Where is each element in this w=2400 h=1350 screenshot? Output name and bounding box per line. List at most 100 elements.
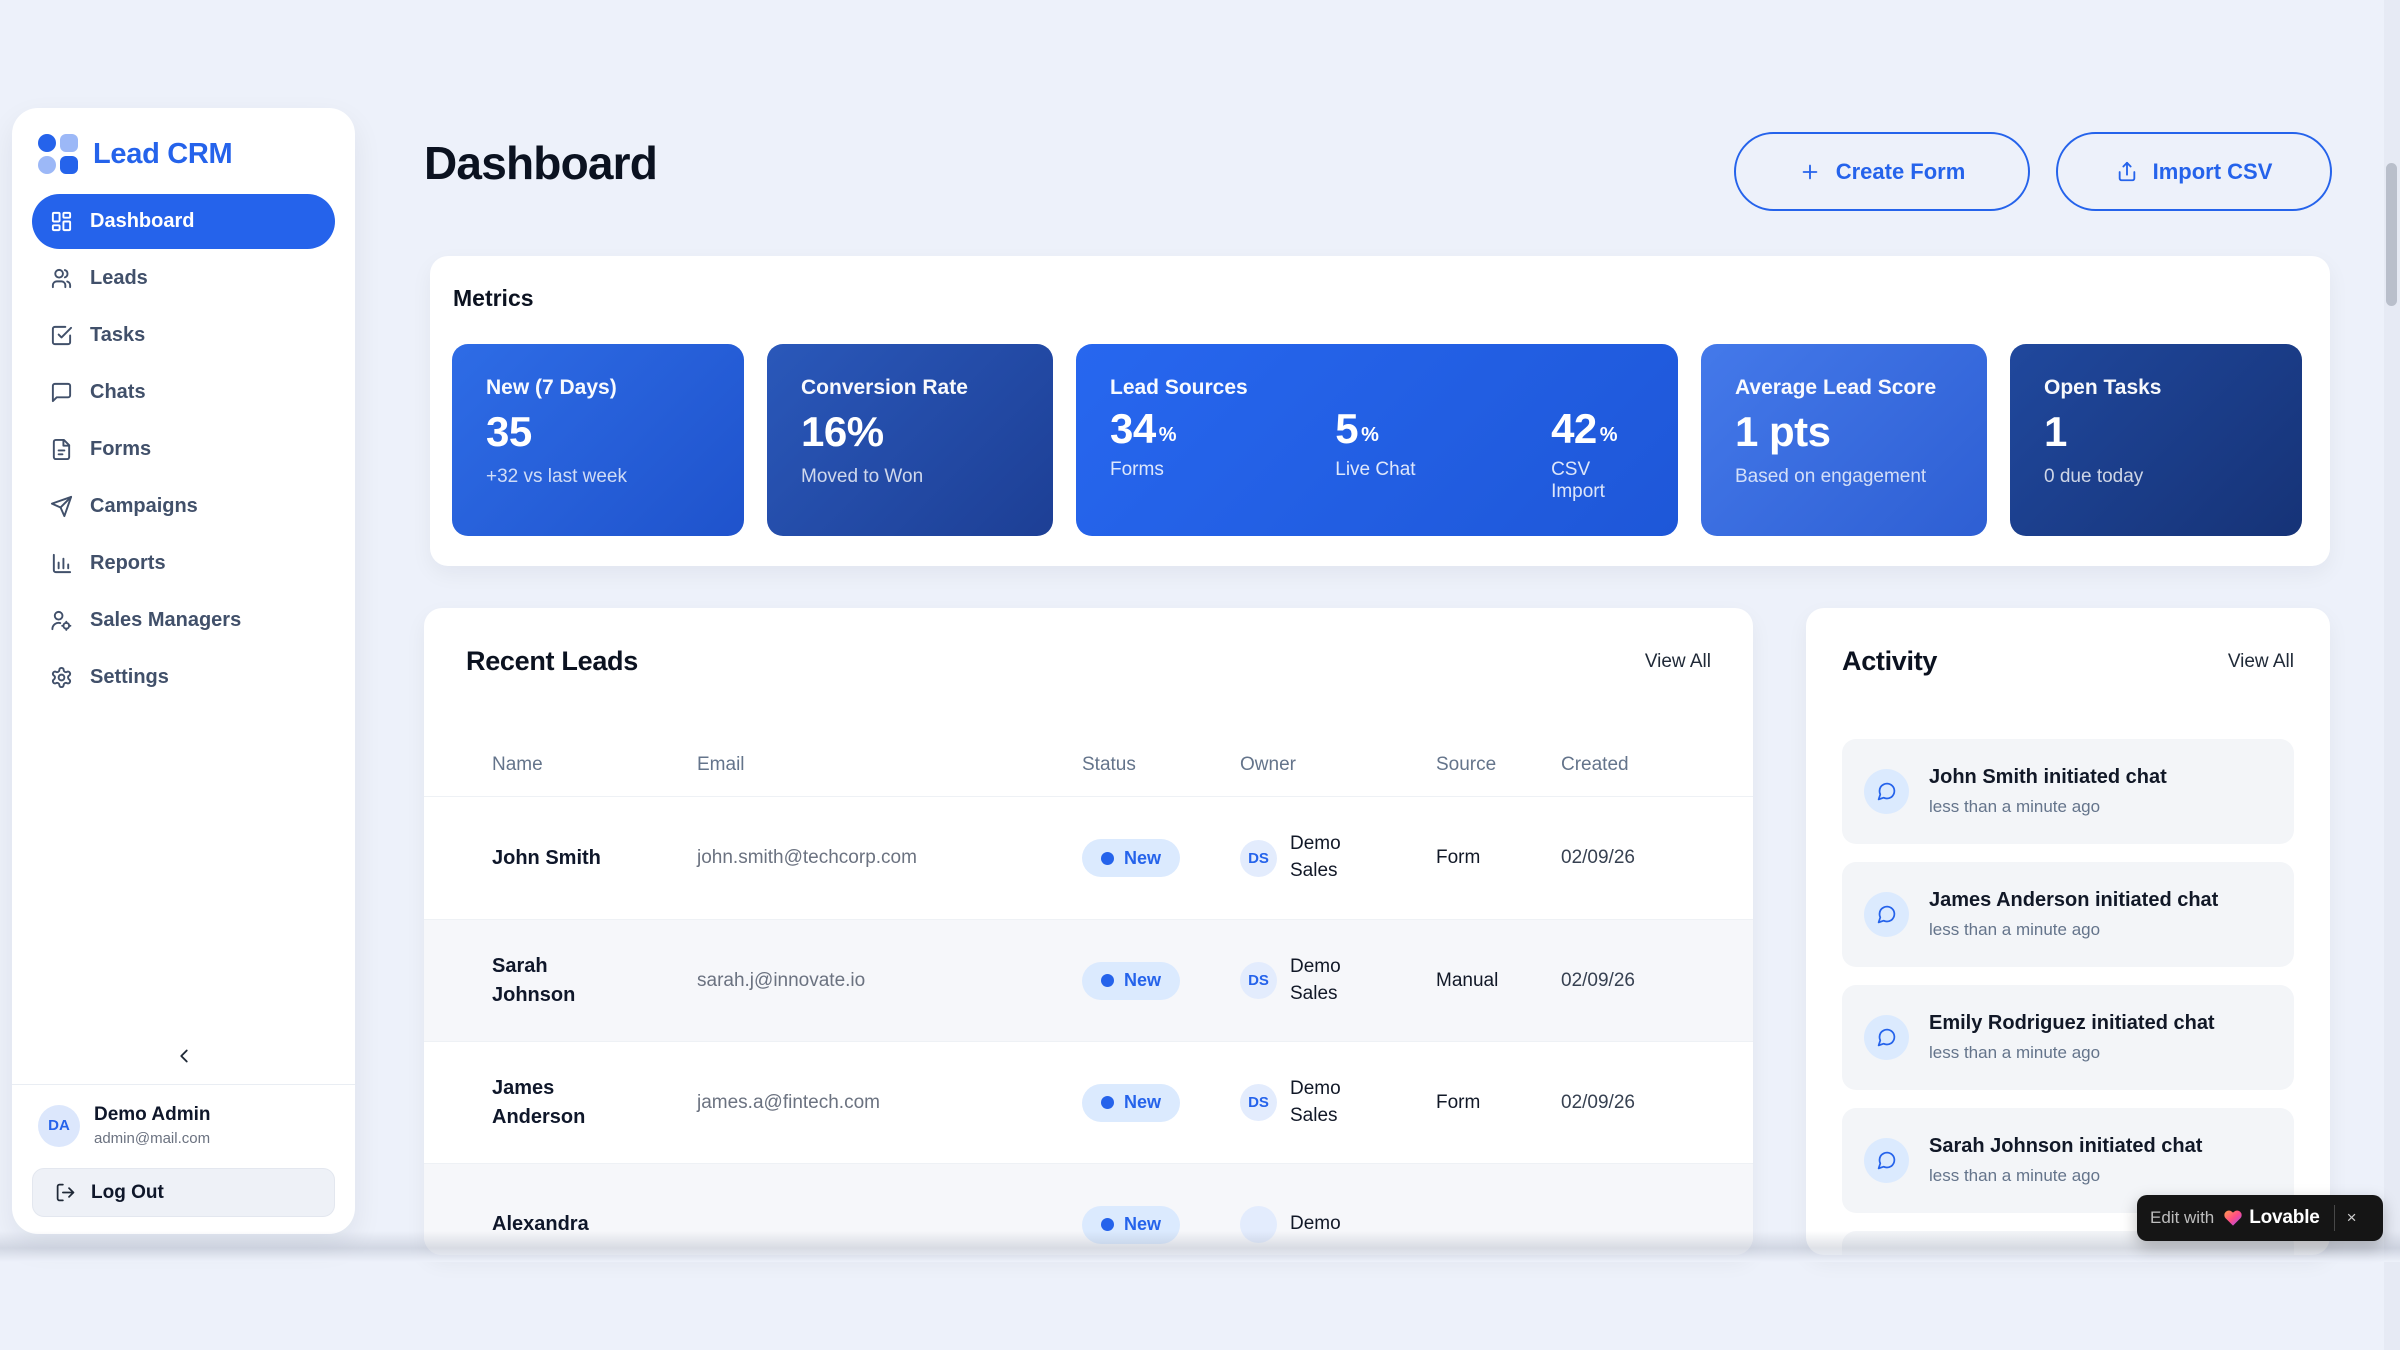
chat-bubble-icon [50, 381, 73, 404]
avatar: DA [38, 1104, 80, 1147]
page-scrollbar-track [2384, 0, 2400, 1350]
metric-subtext: +32 vs last week [486, 466, 627, 487]
list-item[interactable]: Emily Rodriguez initiated chat less than… [1842, 985, 2294, 1090]
bar-chart-icon [50, 552, 73, 575]
sidebar-item-label: Sales Managers [90, 609, 242, 631]
lead-source: Manual [1436, 969, 1499, 991]
table-row[interactable]: James Anderson james.a@fintech.com New D… [424, 1041, 1753, 1163]
file-text-icon [50, 438, 73, 461]
column-header-source: Source [1436, 753, 1497, 775]
column-header-email: Email [697, 753, 745, 775]
metric-subtext: 0 due today [2044, 466, 2144, 487]
lead-created: 02/09/26 [1561, 847, 1635, 868]
chat-bubble-icon [1864, 1015, 1909, 1060]
activity-item-title: Sarah Johnson initiated chat [1929, 1135, 2203, 1157]
sidebar-item-chats[interactable]: Chats [32, 365, 335, 420]
owner-avatar: DS [1240, 962, 1277, 999]
stat-unit: % [1361, 424, 1379, 446]
lead-name: James Anderson [492, 1076, 586, 1128]
list-item[interactable]: James Anderson initiated chat less than … [1842, 862, 2294, 967]
activity-item-title: Emily Rodriguez initiated chat [1929, 1012, 2215, 1034]
metric-cards: New (7 Days) 35 +32 vs last week Convers… [452, 344, 2302, 536]
logout-button[interactable]: Log Out [32, 1168, 335, 1217]
metric-card-open-tasks: Open Tasks 1 0 due today [2010, 344, 2302, 536]
sidebar-item-campaigns[interactable]: Campaigns [32, 479, 335, 534]
recent-leads-view-all-link[interactable]: View All [1644, 650, 1711, 672]
sidebar-item-label: Campaigns [90, 495, 198, 517]
metric-value: 1 pts [1735, 408, 1831, 455]
lovable-heart-icon [2223, 1208, 2243, 1228]
close-icon[interactable]: × [2346, 1208, 2357, 1227]
metric-subtext: Moved to Won [801, 466, 924, 487]
status-badge: New [1082, 839, 1181, 877]
sidebar-item-tasks[interactable]: Tasks [32, 308, 335, 363]
status-badge: New [1082, 1083, 1181, 1122]
status-dot-icon [1101, 1218, 1114, 1231]
owner-name: Demo [1290, 1213, 1341, 1235]
sidebar-item-dashboard[interactable]: Dashboard [32, 194, 335, 249]
lead-source: Form [1436, 847, 1481, 868]
import-csv-button[interactable]: Import CSV [2056, 132, 2332, 211]
owner-avatar [1240, 1206, 1277, 1243]
four-dots-logo-icon [38, 134, 78, 174]
stat-label: CSV Import [1551, 459, 1605, 502]
sidebar-nav: Dashboard Leads Tasks Chats Forms [32, 194, 335, 707]
activity-item-time: less than a minute ago [1929, 797, 2101, 816]
lovable-badge-divider [2333, 1205, 2335, 1231]
sidebar-item-forms[interactable]: Forms [32, 422, 335, 477]
lead-source-stat-live-chat: 5 % Live Chat [1335, 408, 1551, 503]
metric-value: 35 [486, 408, 532, 455]
lead-created: 02/09/26 [1561, 969, 1635, 991]
column-header-owner: Owner [1240, 753, 1296, 775]
chat-bubble-icon [1864, 769, 1909, 814]
table-row[interactable]: John Smith john.smith@techcorp.com New D… [424, 797, 1753, 919]
lead-name: John Smith [492, 846, 601, 869]
sidebar-item-settings[interactable]: Settings [32, 650, 335, 705]
sidebar-item-leads[interactable]: Leads [32, 251, 335, 306]
owner-avatar: DS [1240, 839, 1277, 877]
user-profile[interactable]: DA Demo Admin admin@mail.com [38, 1104, 210, 1147]
sidebar-item-label: Forms [90, 438, 152, 460]
import-csv-label: Import CSV [2152, 158, 2273, 184]
table-row[interactable]: Sarah Johnson sarah.j@innovate.io New DS… [424, 919, 1753, 1041]
owner-avatar: DS [1240, 1084, 1277, 1121]
lead-source-stat-csv-import: 42 % CSV Import [1551, 408, 1644, 503]
lead-name: Sarah Johnson [492, 954, 576, 1006]
stat-unit: % [1599, 424, 1618, 446]
lead-sources-stats: 34 % Forms 5 % Live Chat 42 % [1110, 408, 1644, 503]
lead-source: Form [1436, 1091, 1481, 1113]
chat-bubble-icon [1864, 1138, 1909, 1183]
metric-card-average-lead-score: Average Lead Score 1 pts Based on engage… [1701, 344, 1987, 536]
sidebar-item-label: Settings [90, 666, 169, 688]
stat-label: Forms [1110, 459, 1164, 480]
sidebar: Lead CRM Dashboard Leads Tasks Chats [12, 108, 355, 1234]
list-item[interactable]: John Smith initiated chat less than a mi… [1842, 739, 2294, 844]
create-form-button[interactable]: Create Form [1734, 132, 2030, 211]
sidebar-item-reports[interactable]: Reports [32, 536, 335, 591]
activity-item-time: less than a minute ago [1929, 1166, 2101, 1185]
activity-list: John Smith initiated chat less than a mi… [1806, 739, 2330, 1255]
activity-item-time: less than a minute ago [1929, 1043, 2101, 1062]
metric-label: Conversion Rate [801, 376, 968, 399]
page-title: Dashboard [424, 137, 658, 189]
create-form-label: Create Form [1835, 158, 1966, 184]
logo-dot [38, 156, 56, 174]
activity-card: Activity View All John Smith initiated c… [1806, 608, 2330, 1255]
lead-name: Alexandra [492, 1213, 589, 1235]
table-row[interactable]: Alexandra New Demo [424, 1163, 1753, 1255]
chevron-left-icon [173, 1045, 195, 1067]
lead-email: james.a@fintech.com [697, 1091, 880, 1113]
chat-bubble-icon [1864, 892, 1909, 937]
owner-name: Demo Sales [1290, 833, 1341, 881]
recent-leads-card: Recent Leads View All Name Email Status … [424, 608, 1753, 1255]
lead-email: john.smith@techcorp.com [697, 847, 917, 868]
activity-item-title: John Smith initiated chat [1929, 766, 2167, 788]
activity-view-all-link[interactable]: View All [2227, 650, 2294, 672]
column-header-created: Created [1561, 753, 1629, 775]
recent-leads-title: Recent Leads [466, 646, 638, 676]
sidebar-item-sales-managers[interactable]: Sales Managers [32, 593, 335, 648]
page-scrollbar-thumb[interactable] [2386, 163, 2397, 306]
sidebar-collapse-button[interactable] [12, 1040, 355, 1072]
sidebar-item-label: Reports [90, 552, 166, 574]
metrics-panel: Metrics New (7 Days) 35 +32 vs last week… [430, 256, 2330, 566]
